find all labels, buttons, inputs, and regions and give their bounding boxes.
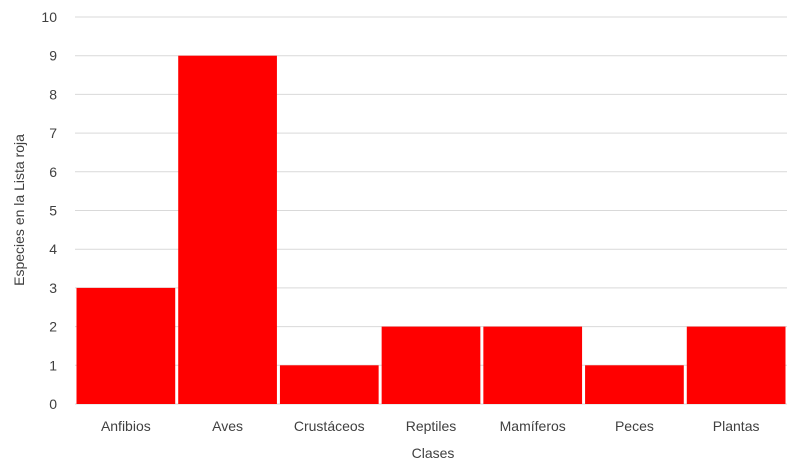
category-label: Anfibios [101,418,151,434]
x-axis-title: Clases [412,445,455,461]
category-label: Crustáceos [294,418,365,434]
category-label: Plantas [713,418,760,434]
bar [76,287,176,404]
y-tick-label: 1 [49,357,57,373]
category-label: Aves [212,418,243,434]
category-label: Mamíferos [500,418,566,434]
bar [686,326,786,404]
bars [76,55,786,404]
y-tick-labels: 0 1 2 3 4 5 6 7 8 9 10 [41,9,57,412]
category-label: Peces [615,418,654,434]
y-tick-label: 7 [49,125,57,141]
y-tick-label: 2 [49,319,57,335]
y-tick-label: 4 [49,241,57,257]
bar [585,365,684,404]
y-tick-label: 6 [49,164,57,180]
y-tick-label: 3 [49,280,57,296]
y-axis-title: Especies en la Lista roja [11,134,27,286]
bar [381,326,481,404]
bar [178,55,277,404]
y-tick-label: 10 [41,9,57,25]
bar [483,326,583,404]
y-tick-label: 8 [49,86,57,102]
y-tick-label: 5 [49,203,57,219]
y-tick-label: 9 [49,48,57,64]
category-label: Reptiles [406,418,457,434]
y-tick-label: 0 [49,396,57,412]
bar [279,365,379,404]
category-labels: Anfibios Aves Crustáceos Reptiles Mamíferos P… [101,418,760,434]
